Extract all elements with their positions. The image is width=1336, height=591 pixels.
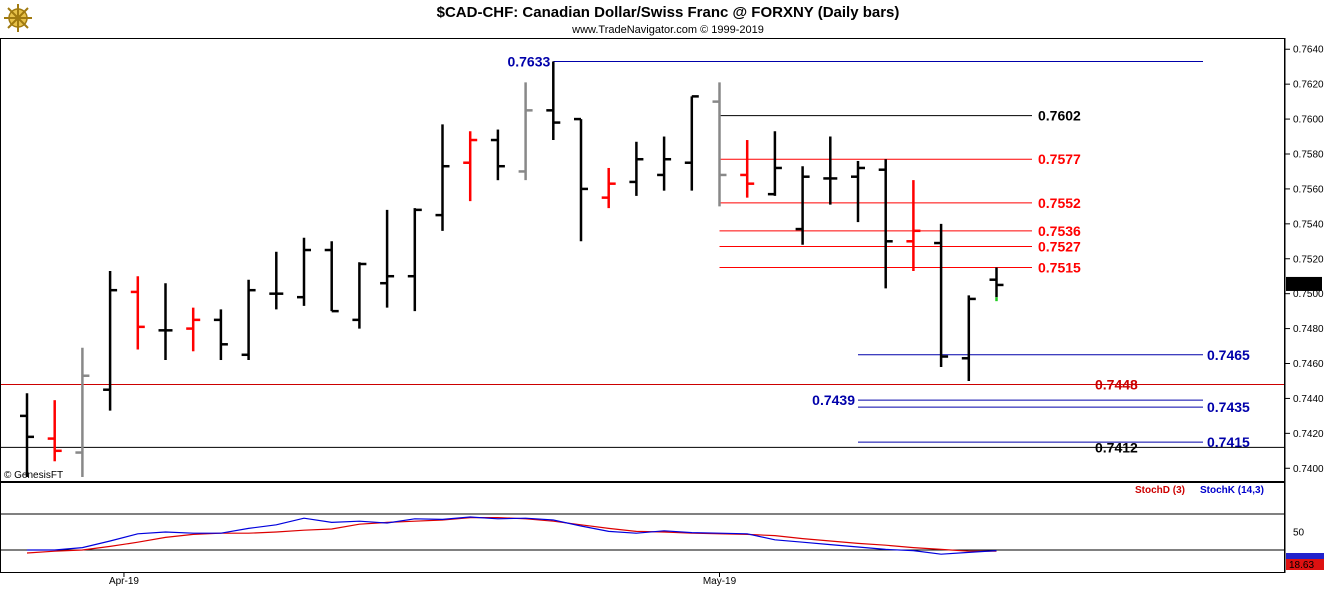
- x-axis-labels: Apr-19 May-19: [109, 573, 737, 587]
- y-tick-label: 0.7600: [1293, 115, 1324, 126]
- stoch-series-line: [26, 516, 997, 554]
- stoch-series-line: [27, 516, 997, 555]
- y-tick-label: 0.7500: [1293, 289, 1324, 300]
- level-label: 0.7448: [1095, 376, 1138, 392]
- level-label: 0.7435: [1207, 399, 1250, 415]
- last-price-marker: 0.7505: [1286, 276, 1322, 291]
- last-price-label: 0.7505: [1288, 280, 1319, 291]
- level-label: 0.7633: [507, 53, 550, 69]
- bars-layer: [20, 61, 1004, 477]
- y-tick-label: 0.7580: [1293, 149, 1324, 160]
- ship-wheel-icon: [4, 4, 32, 32]
- level-label: 0.7536: [1038, 223, 1081, 239]
- level-label: 0.7415: [1207, 434, 1250, 450]
- y-tick-label: 0.7520: [1293, 254, 1324, 265]
- y-tick-label: 0.7560: [1293, 184, 1324, 195]
- level-label: 0.7552: [1038, 195, 1081, 211]
- x-tick-label: Apr-19: [109, 576, 139, 587]
- level-label: 0.7439: [812, 392, 855, 408]
- level-label: 0.7465: [1207, 347, 1250, 363]
- stochastic-layer: 50: [1, 513, 1305, 555]
- y-tick-label: 0.7640: [1293, 45, 1324, 56]
- y-tick-label: 0.7460: [1293, 359, 1324, 370]
- price-panel-frame: [0, 38, 1285, 482]
- x-tick-label: May-19: [703, 576, 737, 587]
- y-tick-label: 0.7400: [1293, 464, 1324, 475]
- y-tick-label: 0.7480: [1293, 324, 1324, 335]
- level-label: 0.7412: [1095, 439, 1138, 455]
- level-label: 0.7577: [1038, 151, 1081, 167]
- y-tick-label: 0.7620: [1293, 80, 1324, 91]
- y-tick-label: 0.7440: [1293, 394, 1324, 405]
- level-label: 0.7602: [1038, 108, 1081, 124]
- chart-title: $CAD-CHF: Canadian Dollar/Swiss Franc @ …: [437, 4, 900, 21]
- stoch-panel-frame: [0, 482, 1285, 573]
- stoch-tick-label: 50: [1293, 528, 1305, 539]
- legend-stochd: StochD (3): [1135, 485, 1185, 496]
- legend-stochk: StochK (14,3): [1200, 485, 1264, 496]
- y-tick-label: 0.7540: [1293, 219, 1324, 230]
- copyright-text: www.TradeNavigator.com © 1999-2019: [571, 24, 764, 36]
- level-label: 0.7515: [1038, 259, 1081, 275]
- stoch-last-marker: 18.63: [1286, 553, 1324, 571]
- stoch-last-value: 18.63: [1289, 560, 1314, 571]
- y-tick-label: 0.7420: [1293, 429, 1324, 440]
- watermark: © GenesisFT: [4, 470, 63, 481]
- y-axis-ticks: 0.7640 0.7620 0.7600 0.7580 0.7560 0.7540 0.75…: [1285, 45, 1324, 475]
- level-label: 0.7527: [1038, 239, 1081, 255]
